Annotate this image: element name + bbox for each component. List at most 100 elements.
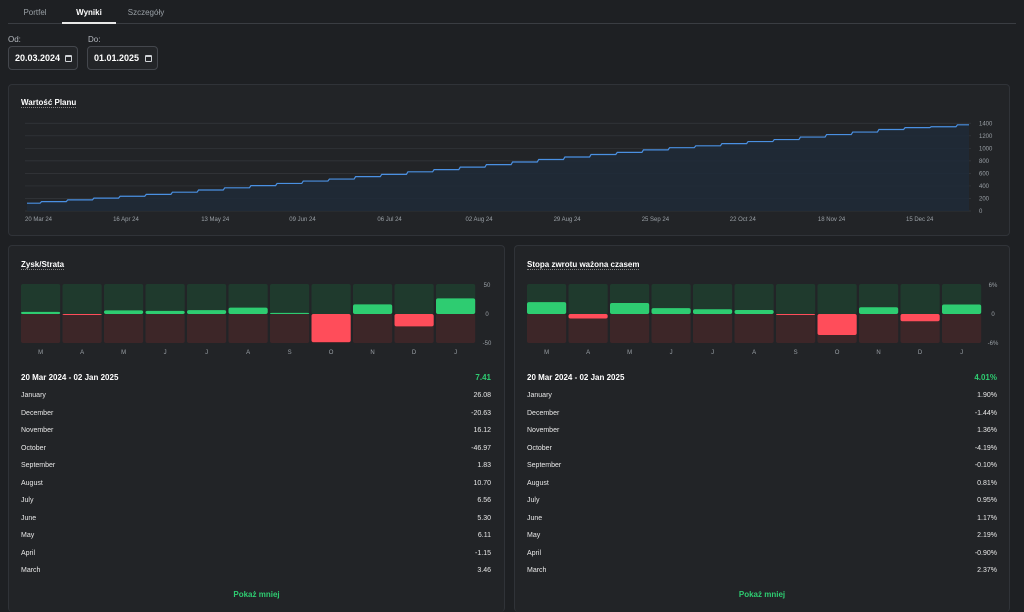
bar-background-negative (734, 314, 774, 343)
y-tick-label: 0 (991, 312, 995, 318)
category-label: M (627, 350, 632, 356)
month-label: March (21, 567, 41, 574)
y-tick-label: 1400 (979, 121, 993, 127)
month-label: January (21, 392, 46, 399)
bar-background-positive (651, 284, 691, 314)
bar-background-positive (104, 284, 144, 314)
bar[interactable] (776, 314, 816, 315)
bar-background-positive (270, 284, 310, 314)
bar-background-negative (62, 314, 102, 343)
y-tick-label: -6% (988, 341, 999, 347)
month-label: November (21, 427, 54, 434)
bar[interactable] (859, 307, 899, 314)
from-date-value: 20.03.2024 (15, 53, 61, 63)
category-label: A (752, 350, 756, 356)
bar[interactable] (693, 309, 733, 314)
month-label: April (21, 549, 36, 557)
x-tick-label: 13 May 24 (201, 217, 230, 223)
month-label: September (527, 462, 562, 469)
bar-background-negative (693, 314, 733, 343)
month-value: 1.17% (977, 514, 997, 522)
bar[interactable] (734, 309, 774, 314)
bar[interactable] (145, 310, 185, 314)
bar-background-negative (900, 314, 940, 343)
bar[interactable] (942, 304, 982, 315)
category-label: J (711, 350, 714, 356)
show-less-button[interactable]: Pokaż mniej (738, 590, 786, 599)
category-label: J (670, 350, 673, 356)
bar[interactable] (228, 307, 268, 314)
bar-background-positive (900, 284, 940, 314)
tab-portfel[interactable]: Portfel (23, 8, 47, 17)
x-tick-label: 15 Dec 24 (906, 217, 934, 223)
bar[interactable] (21, 311, 61, 314)
twr-card: Stopa zwrotu ważona czasem M A M J J A S O N D J 6%… (514, 245, 1010, 612)
month-label: January (527, 392, 552, 399)
bar-background-positive (859, 284, 899, 314)
category-label: A (586, 350, 590, 356)
show-less-button[interactable]: Pokaż mniej (233, 590, 280, 599)
month-label: May (21, 532, 35, 539)
month-label: December (21, 409, 54, 417)
bar-background-positive (568, 284, 608, 314)
month-value: 26.08 (473, 392, 491, 399)
month-value: 1.36% (977, 427, 997, 434)
month-label: August (21, 479, 43, 487)
series-line (27, 124, 969, 204)
to-date-input[interactable]: 01.01.2025 (87, 46, 158, 70)
calendar-icon[interactable] (145, 55, 152, 62)
bar[interactable] (527, 302, 567, 314)
bar[interactable] (270, 312, 310, 314)
bar-background-positive (187, 284, 227, 314)
category-label: D (918, 350, 923, 356)
bar-background-negative (942, 314, 982, 343)
y-tick-label: 6% (989, 283, 998, 289)
y-tick-label: -50 (483, 341, 492, 347)
bar[interactable] (311, 314, 351, 343)
bar-background-positive (228, 284, 268, 314)
month-value: 6.56 (477, 497, 491, 504)
bar[interactable] (436, 298, 476, 314)
y-tick-label: 400 (979, 184, 990, 190)
profit-loss-card: Zysk/Strata M A M J J A S O N D J 50 0 -50 20 Mar 202… (8, 245, 505, 612)
category-label: M (38, 350, 43, 356)
plan-value-card: Wartość Planu 0 200 400 600 800 1000 1200 1400 2… (8, 84, 1010, 236)
month-value: 2.37% (977, 567, 997, 574)
month-value: 1.83 (477, 462, 491, 469)
month-label: December (527, 409, 560, 417)
category-label: A (246, 350, 250, 356)
category-label: A (80, 350, 84, 356)
plan-value-chart: 0 200 400 600 800 1000 1200 1400 20 Mar 24 16 Apr… (25, 121, 993, 223)
profit-loss-total: 7.41 (475, 373, 491, 382)
month-label: June (527, 514, 543, 522)
bar[interactable] (568, 314, 608, 319)
bar[interactable] (104, 310, 144, 314)
bar-background-negative (145, 314, 185, 343)
bar[interactable] (900, 314, 940, 322)
bar[interactable] (353, 304, 393, 314)
bar[interactable] (62, 314, 102, 315)
month-label: June (21, 514, 37, 522)
bar[interactable] (610, 303, 650, 314)
bar[interactable] (187, 310, 227, 314)
bar-background-negative (353, 314, 393, 343)
month-label: July (527, 497, 540, 504)
to-date-label: Do: (88, 35, 101, 44)
month-value: -0.10% (974, 462, 997, 469)
bar[interactable] (651, 308, 691, 314)
y-tick-label: 1200 (979, 134, 993, 140)
bar[interactable] (817, 314, 857, 335)
tab-wyniki[interactable]: Wyniki (62, 0, 116, 24)
tab-szczegoly[interactable]: Szczegóły (127, 8, 165, 17)
bar-background-positive (734, 284, 774, 314)
month-value: 16.12 (473, 427, 491, 434)
bar-background-negative (270, 314, 310, 343)
calendar-icon[interactable] (65, 55, 72, 62)
month-value: -1.15 (475, 549, 491, 557)
month-value: -0.90% (974, 549, 997, 557)
from-date-input[interactable]: 20.03.2024 (8, 46, 78, 70)
month-value: 2.19% (977, 532, 997, 539)
bar[interactable] (394, 314, 434, 327)
area-fill (27, 124, 969, 211)
x-tick-label: 18 Nov 24 (818, 217, 846, 223)
